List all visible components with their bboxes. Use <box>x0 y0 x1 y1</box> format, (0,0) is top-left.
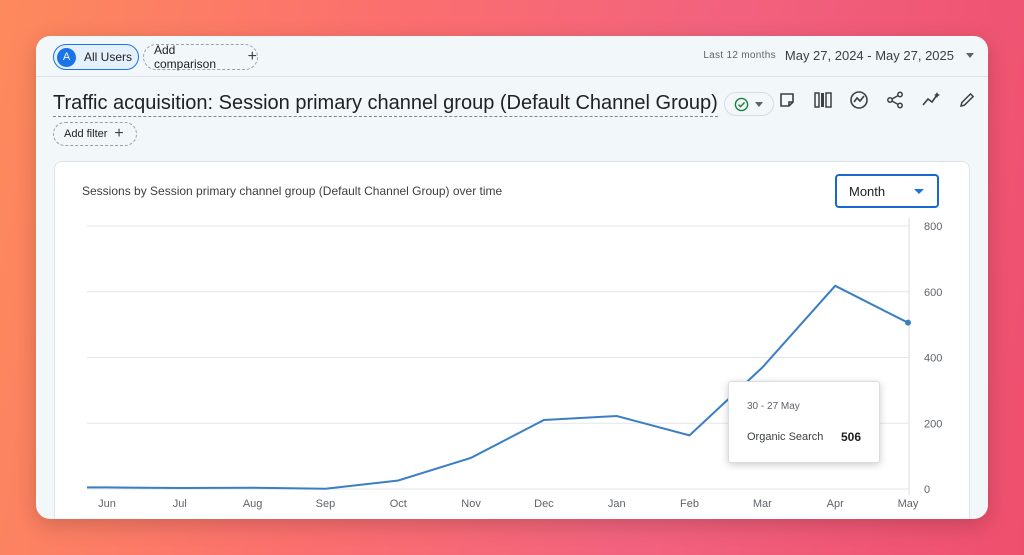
x-tick-label: Jul <box>173 498 187 510</box>
share-icon <box>887 91 903 109</box>
notes-icon <box>780 93 794 107</box>
report-title[interactable]: Traffic acquisition: Session primary cha… <box>53 92 718 117</box>
add-filter-label: Add filter <box>64 128 108 140</box>
x-tick-label: Nov <box>461 498 481 510</box>
x-tick-label: Feb <box>680 498 699 510</box>
y-tick-label: 0 <box>924 484 930 496</box>
trend-icon <box>922 92 940 106</box>
edit-report-button[interactable] <box>956 89 978 111</box>
insights-icon <box>850 91 868 109</box>
check-circle-icon <box>734 97 749 111</box>
add-comparison-button[interactable]: Add comparison + <box>143 43 258 71</box>
tooltip-value: 506 <box>840 430 861 444</box>
x-tick-label: Sep <box>316 498 336 510</box>
period-select-value: Month <box>849 183 886 199</box>
chevron-down-icon <box>966 53 974 58</box>
chart-card: Sessions by Session primary channel grou… <box>54 161 970 519</box>
plus-icon: + <box>247 48 257 65</box>
chart-tooltip: 30 - 27 May Organic Search 506 <box>728 381 880 463</box>
date-range-label: Last 12 months <box>703 50 776 61</box>
sessions-line-chart: 0 200 400 600 800 Jun Jul Aug Sep Oct Nov Dec Jan Fe… <box>86 218 942 510</box>
chevron-down-icon <box>914 189 924 194</box>
report-toolbar <box>776 89 978 111</box>
tooltip-series-label: Organic Search <box>747 431 824 443</box>
date-range-picker[interactable]: Last 12 months May 27, 2024 - May 27, 20… <box>703 48 974 63</box>
x-tick-label: Jun <box>98 498 116 510</box>
segment-avatar: A <box>57 47 76 67</box>
top-bar: A All Users Add comparison + Last 12 mon… <box>36 36 988 77</box>
x-tick-label: Apr <box>827 498 844 510</box>
data-point-may[interactable] <box>905 319 911 326</box>
share-button[interactable] <box>884 89 906 111</box>
x-tick-label: Jan <box>608 498 626 510</box>
tooltip-date: 30 - 27 May <box>747 401 800 412</box>
add-filter-button[interactable]: Add filter + <box>53 122 137 146</box>
insights-button[interactable] <box>848 89 870 111</box>
add-comparison-label: Add comparison <box>154 43 217 71</box>
y-tick-label: 600 <box>924 287 942 299</box>
compare-columns-icon <box>814 92 832 108</box>
chart-title: Sessions by Session primary channel grou… <box>82 184 503 198</box>
x-tick-label: Mar <box>753 498 772 510</box>
segment-label: All Users <box>84 50 133 64</box>
x-tick-label: Aug <box>243 498 263 510</box>
date-range-value: May 27, 2024 - May 27, 2025 <box>784 48 954 63</box>
x-tick-label: May <box>898 498 919 510</box>
edit-icon <box>959 92 975 108</box>
x-tick-label: Dec <box>534 498 554 510</box>
y-tick-label: 400 <box>924 353 942 365</box>
plus-icon: + <box>114 125 124 142</box>
segment-chip-all-users[interactable]: A All Users <box>53 44 139 70</box>
trend-insights-button[interactable] <box>920 89 942 111</box>
chevron-down-icon <box>755 101 764 107</box>
y-tick-label: 200 <box>924 418 942 430</box>
data-quality-status-button[interactable] <box>723 92 774 116</box>
period-select[interactable]: Month <box>835 174 939 208</box>
notes-button[interactable] <box>776 89 798 111</box>
compare-columns-button[interactable] <box>812 89 834 111</box>
series-line-organic-search <box>86 284 909 490</box>
report-title-row: Traffic acquisition: Session primary cha… <box>53 89 774 119</box>
ga-report-window: A All Users Add comparison + Last 12 mon… <box>36 36 988 519</box>
y-tick-label: 800 <box>924 221 942 233</box>
x-tick-label: Oct <box>390 498 407 510</box>
